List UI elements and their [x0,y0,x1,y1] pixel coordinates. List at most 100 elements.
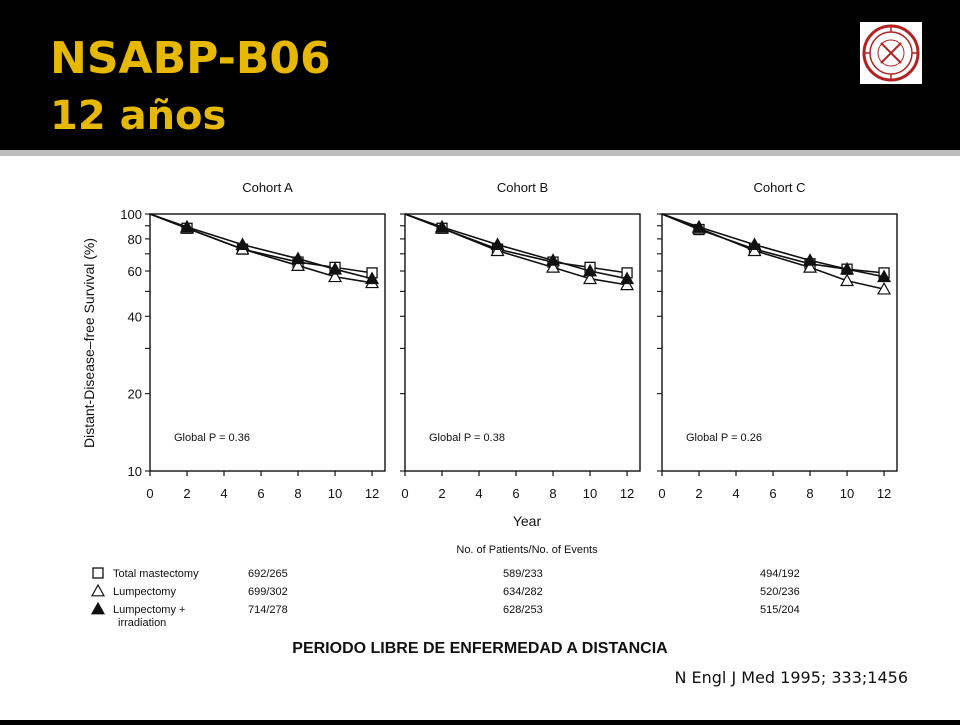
data-point [803,253,818,266]
legend-row: Lumpectomy 699/302 634/282 520/236 [90,583,800,598]
plot-frame [404,213,641,472]
data-point [291,251,306,265]
x-tick-label: 10 [583,486,597,501]
x-tick-label: 10 [328,486,342,501]
events-cell: 699/302 [248,586,288,598]
data-point [235,237,250,251]
x-tick-label: 12 [877,486,891,501]
y-tick-label: 20 [128,387,142,402]
y-tick-label: 80 [128,232,142,247]
data-point [583,263,598,277]
x-tick-label: 6 [769,486,776,501]
p-value-annotation: Global P = 0.36 [174,432,250,444]
x-tick-label: 4 [732,486,739,501]
x-tick-label: 6 [512,486,519,501]
data-point [840,261,855,275]
data-point [490,237,505,251]
x-tick-label: 8 [294,486,301,501]
y-axis-label: Distant-Disease–free Survival (%) [81,238,97,448]
series-line [404,213,628,286]
y-tick-label: 10 [128,464,142,479]
data-point [365,271,380,285]
chart-cohort-b: Cohort B 0 2 4 6 8 10 12 Global P = 0.38 [400,180,641,501]
legend-marker [92,567,104,579]
x-tick-label: 0 [146,486,153,501]
events-cell: 494/192 [760,568,800,580]
slide-subtitle: 12 años [50,93,227,139]
data-point [877,281,892,295]
legend-label: Total mastectomy [113,568,199,580]
events-cell: 634/282 [503,586,543,598]
chart-cohort-a: Cohort A 0 2 4 6 8 10 12 10 20 40 60 80 100 Global P =… [120,180,386,501]
data-point [747,243,762,257]
p-value-annotation: Global P = 0.26 [686,432,762,444]
y-tick-label: 100 [120,207,142,222]
table-header: No. of Patients/No. of Events [456,544,598,556]
data-point [291,258,306,271]
figure-panel: Cohort A 0 2 4 6 8 10 12 10 20 40 60 80 100 Global P =… [0,156,960,720]
legend-row: Lumpectomy +irradiation 714/278 628/253 515… [90,601,800,629]
x-tick-label: 2 [438,486,445,501]
data-point [179,219,195,233]
data-point [747,237,762,251]
legend-label-continued: irradiation [118,617,166,629]
citation: N Engl J Med 1995; 333;1456 [674,668,908,687]
events-cell: 714/278 [248,604,288,616]
y-tick-label: 60 [128,264,142,279]
series-line [149,213,373,284]
events-cell: 628/253 [503,604,543,616]
data-point [620,271,635,285]
divider-rule [0,150,960,156]
legend-row: Total mastectomy 692/265 589/233 494/192 [92,567,800,580]
series-line [661,213,885,278]
series-line [661,213,885,290]
plot-frame [661,213,898,472]
data-point [691,219,707,233]
data-point [620,277,635,291]
data-point [328,269,343,283]
figure-caption: PERIODO LIBRE DE ENFERMEDAD A DISTANCIA [292,640,668,657]
data-point [546,253,561,266]
chart-title: Cohort A [242,180,293,195]
x-tick-label: 2 [183,486,190,501]
data-point [434,219,450,233]
chart-title: Cohort C [753,180,805,195]
x-tick-label: 8 [549,486,556,501]
data-point [803,260,818,273]
x-tick-label: 10 [840,486,854,501]
chart-cohort-c: Cohort C 0 2 4 6 8 10 12 Global P = 0.26 [657,180,898,501]
institution-seal-logo [860,22,922,84]
x-tick-label: 12 [620,486,634,501]
events-cell: 589/233 [503,568,543,580]
data-point [546,260,561,273]
slide-title: NSABP-B06 [50,33,331,84]
legend-label: Lumpectomy [113,586,176,598]
data-point [877,269,892,283]
data-point [583,271,598,285]
data-point [328,261,343,275]
x-tick-label: 4 [475,486,482,501]
x-tick-label: 0 [658,486,665,501]
x-tick-label: 12 [365,486,379,501]
y-tick-label: 40 [128,309,142,324]
x-tick-label: 8 [806,486,813,501]
data-point [840,273,855,287]
slide-header: NSABP-B06 12 años [0,0,960,150]
legend-marker [90,601,106,615]
x-tick-label: 2 [695,486,702,501]
plot-frame [149,213,386,472]
x-axis-label: Year [513,513,542,529]
series-line [149,213,373,280]
x-tick-label: 4 [220,486,227,501]
data-point [490,243,505,257]
legend-marker [90,583,106,597]
legend-label: Lumpectomy + [113,604,185,616]
seal-icon [862,24,920,82]
chart-title: Cohort B [497,180,548,195]
events-cell: 520/236 [760,586,800,598]
p-value-annotation: Global P = 0.38 [429,432,505,444]
series-line [404,213,628,280]
x-tick-label: 0 [401,486,408,501]
events-cell: 515/204 [760,604,800,616]
